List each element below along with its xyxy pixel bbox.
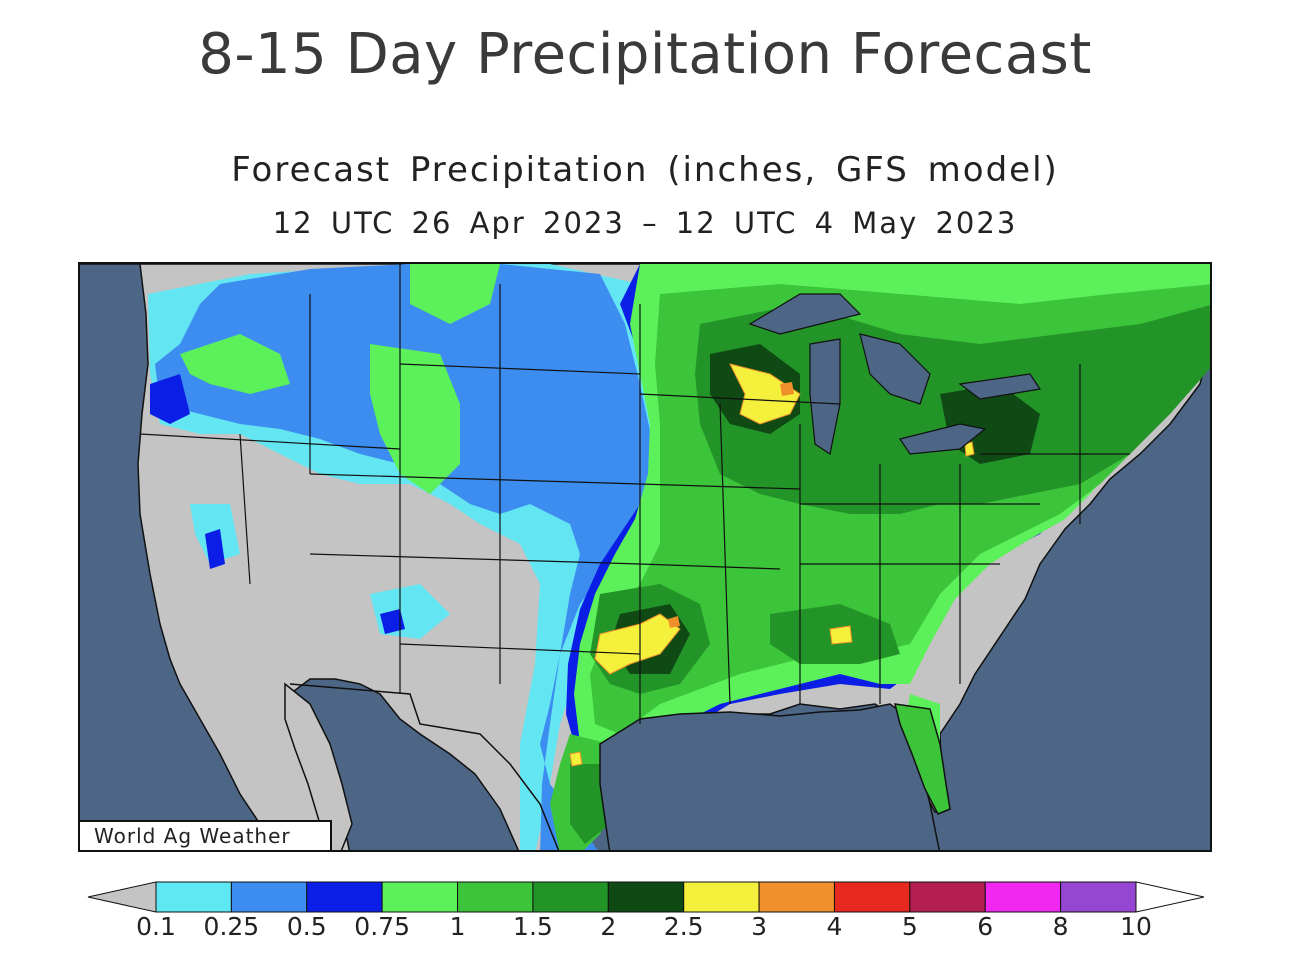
map-title: Forecast Precipitation (inches, GFS mode…	[231, 150, 1059, 190]
colorbar-tick-label: 5	[901, 912, 918, 941]
colorbar-swatch	[230, 881, 308, 913]
state-borders	[139, 264, 1130, 724]
colorbar-swatch	[683, 881, 760, 913]
colorbar-tick-label: 6	[977, 912, 994, 941]
map-date-range: 12 UTC 26 Apr 2023 – 12 UTC 4 May 2023	[272, 206, 1018, 240]
gulf-of-mexico	[599, 703, 940, 850]
colorbar-tick-label: 1.5	[513, 912, 553, 941]
florida	[894, 703, 951, 815]
precipitation-map: World Ag Weather	[78, 262, 1212, 852]
colorbar-tick-label: 0.5	[286, 912, 327, 941]
colorbar-swatch	[984, 881, 1062, 913]
map-canvas	[80, 264, 1210, 850]
colorbar-tick-label: 2	[600, 912, 617, 941]
colorbar-swatch	[306, 881, 383, 913]
great-lakes	[748, 293, 1042, 455]
colorbar-tick-label: 0.1	[136, 912, 176, 941]
colorbar-swatch	[155, 881, 232, 913]
colorbar-over-arrow	[1135, 881, 1205, 913]
colorbar-tick-label: 0.25	[203, 912, 260, 941]
page-title: 8-15 Day Precipitation Forecast	[198, 22, 1092, 87]
colorbar: 0.1 0.25 0.5 0.75 1 1.5 2 2.5 3 4 5 6 8 10	[86, 878, 1206, 958]
colorbar-swatches	[87, 881, 1205, 913]
colorbar-swatch	[909, 881, 986, 913]
colorbar-tick-label: 0.75	[354, 912, 410, 941]
map-credit: World Ag Weather	[80, 820, 332, 850]
colorbar-swatch	[381, 881, 459, 913]
colorbar-tick-label: 3	[751, 912, 768, 941]
us-mexico-border	[289, 683, 560, 850]
precip-orange	[668, 382, 794, 628]
colorbar-swatch	[457, 881, 534, 913]
colorbar-tick-label: 8	[1052, 912, 1069, 941]
colorbar-swatch	[833, 881, 911, 913]
colorbar-under-arrow	[87, 881, 157, 913]
land-baja	[284, 682, 353, 850]
colorbar-tick-label: 4	[826, 912, 843, 941]
colorbar-swatch	[607, 881, 685, 913]
colorbar-swatch	[532, 881, 609, 913]
colorbar-tick-label: 1	[449, 912, 466, 941]
colorbar-tick-label: 10	[1120, 912, 1152, 941]
colorbar-swatch	[758, 881, 835, 913]
colorbar-tick-label: 2.5	[663, 912, 704, 941]
colorbar-swatch	[1060, 881, 1137, 913]
